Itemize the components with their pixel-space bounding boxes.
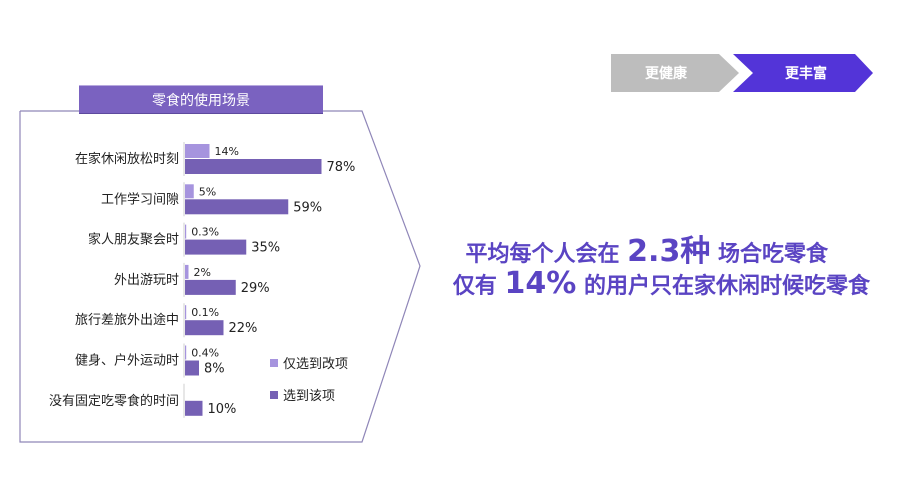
data-label: 0.1% — [191, 306, 219, 319]
data-label: 0.4% — [191, 347, 219, 360]
category-label: 没有固定吃零食的时间 — [49, 393, 179, 409]
bar — [185, 400, 203, 416]
bar — [185, 199, 289, 215]
bar — [185, 224, 187, 239]
panel-title: 零食的使用场景 — [79, 85, 323, 114]
data-label: 8% — [204, 362, 225, 377]
data-label: 22% — [229, 321, 258, 336]
step-richer-label: 更丰富 — [785, 66, 827, 82]
headline1-highlight: 2.3种 — [627, 234, 711, 269]
headline2-post: 的用户只在家休闲时候吃零食 — [576, 274, 870, 299]
category-label: 健身、户外运动时 — [75, 353, 179, 369]
data-label: 2% — [194, 266, 211, 279]
data-label: 0.3% — [191, 226, 219, 239]
data-label: 29% — [241, 281, 270, 296]
legend-swatch-only — [270, 358, 278, 367]
headline1-post: 场合吃零食 — [710, 242, 828, 267]
data-label: 78% — [327, 160, 356, 175]
bar — [185, 305, 187, 320]
headline1-pre: 平均每个人会在 — [465, 242, 628, 267]
category-label: 工作学习间隙 — [101, 191, 179, 207]
bar — [185, 360, 199, 376]
legend-label-only: 仅选到改项 — [283, 357, 349, 372]
legend-item-selected: 选到该项 — [270, 385, 335, 404]
bar — [185, 345, 187, 360]
legend-label-selected: 选到该项 — [283, 389, 336, 404]
headline-average-scenarios: 平均每个人会在 2.3种 场合吃零食 — [308, 226, 829, 270]
bar — [185, 159, 322, 174]
bar — [185, 320, 224, 336]
category-label: 家人朋友聚会时 — [88, 232, 179, 248]
step-healthier[interactable]: 更健康 — [611, 54, 739, 92]
legend-item-only: 仅选到改项 — [270, 353, 348, 372]
data-label: 5% — [199, 185, 216, 198]
category-label: 外出游玩时 — [114, 273, 179, 288]
category-label: 旅行差旅外出途中 — [75, 312, 179, 328]
legend-swatch-selected — [270, 390, 278, 399]
headline2-pre: 仅有 — [452, 274, 505, 299]
bar — [185, 144, 210, 158]
headline-home-only: 仅有 14% 的用户只在家休闲时候吃零食 — [350, 266, 870, 301]
bar — [185, 279, 236, 295]
usage-scenario-chart: 在家休闲放松时刻 14% 78% 工作学习间隙 5% 59% 家人朋友聚会时 0.3% 35% 外… — [49, 142, 355, 418]
step-richer[interactable]: 更丰富 — [733, 54, 873, 92]
data-label: 10% — [208, 402, 237, 417]
category-label: 在家休闲放松时刻 — [75, 151, 179, 167]
bar — [185, 264, 189, 279]
headline2-highlight: 14% — [504, 266, 577, 301]
step-healthier-label: 更健康 — [645, 66, 687, 82]
panel-title-text: 零食的使用场景 — [152, 92, 250, 109]
data-label: 14% — [215, 145, 239, 158]
bar — [185, 184, 194, 199]
data-label: 35% — [251, 241, 280, 256]
data-label: 59% — [293, 200, 322, 215]
bar — [185, 239, 247, 255]
